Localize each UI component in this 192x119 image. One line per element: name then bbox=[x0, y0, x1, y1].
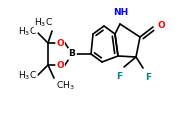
Text: F: F bbox=[116, 72, 122, 81]
Text: O: O bbox=[158, 22, 166, 30]
Text: O: O bbox=[56, 39, 64, 47]
Text: B: B bbox=[69, 50, 75, 59]
Text: NH: NH bbox=[113, 8, 129, 17]
Text: H$_3$C: H$_3$C bbox=[34, 17, 53, 29]
Text: H$_3$C: H$_3$C bbox=[18, 26, 37, 38]
Text: CH$_3$: CH$_3$ bbox=[56, 80, 75, 92]
Text: H$_3$C: H$_3$C bbox=[18, 70, 37, 82]
Text: F: F bbox=[145, 73, 151, 82]
Text: O: O bbox=[56, 60, 64, 69]
